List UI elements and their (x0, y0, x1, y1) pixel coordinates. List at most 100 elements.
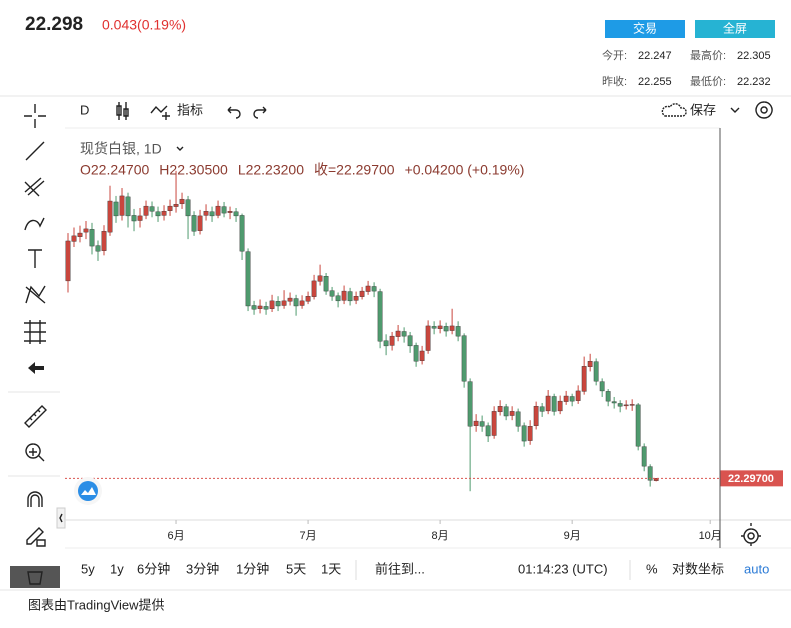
candle-body (407, 335, 413, 347)
candle-body (269, 300, 275, 309)
range[interactable]: 5y (81, 561, 95, 576)
indicator-icon[interactable] (150, 105, 170, 120)
candle-body (485, 425, 491, 437)
log-scale[interactable]: 对数坐标 (672, 561, 724, 576)
candle-body (599, 381, 605, 392)
prediction-tool[interactable] (24, 320, 46, 344)
cloud-icon[interactable] (661, 103, 687, 117)
interval[interactable]: D (80, 102, 89, 117)
candle-body (263, 306, 269, 310)
candle-body (173, 204, 179, 207)
stat-value: 22.247 (638, 50, 672, 62)
candle-body (89, 229, 95, 247)
candle-body (161, 211, 167, 216)
candle-body (533, 406, 539, 426)
scroll-tool-bg[interactable] (10, 566, 60, 588)
candle-body (593, 361, 599, 382)
range[interactable]: 1y (110, 561, 124, 576)
last-price-label: 22.29700 (728, 473, 774, 485)
x-tick-label: 6月 (167, 530, 184, 542)
candle-body (569, 396, 575, 402)
lock-tool[interactable] (26, 527, 46, 547)
candle-body (641, 446, 647, 467)
candle-body (347, 291, 353, 302)
text-tool[interactable] (28, 249, 42, 268)
crosshair-tool[interactable] (24, 104, 46, 128)
candle-body (245, 251, 251, 307)
candle-body (497, 406, 503, 413)
candle-body (479, 421, 485, 427)
candle-body (65, 240, 71, 282)
indicators[interactable]: 指标 (177, 102, 203, 117)
range[interactable]: 6分钟 (137, 561, 170, 576)
candle-body (389, 335, 395, 346)
trash-tool[interactable] (27, 571, 43, 585)
candle-body (83, 228, 89, 233)
save[interactable]: 保存 (690, 102, 716, 117)
title-menu[interactable] (176, 146, 184, 151)
candle-body (419, 350, 425, 361)
redo[interactable] (253, 106, 267, 119)
legend-item: H22.30500 (159, 162, 228, 178)
candle-body (275, 301, 281, 307)
scale-settings[interactable] (741, 523, 761, 546)
collapse-arrow[interactable] (59, 513, 63, 523)
fullscreen-button[interactable] (695, 20, 775, 38)
fullscreen-label[interactable]: 全屏 (723, 21, 747, 36)
zoom-tool[interactable] (25, 443, 45, 462)
candle-body (293, 298, 299, 307)
percent[interactable]: % (646, 561, 658, 576)
ruler-tool[interactable] (24, 405, 47, 428)
collapse-tab[interactable] (56, 507, 66, 529)
candle-body (131, 215, 137, 222)
trade-button[interactable] (605, 20, 685, 38)
x-tick-label: 8月 (432, 530, 449, 542)
candle-body (341, 290, 347, 301)
candle-body (545, 395, 551, 412)
range[interactable]: 5天 (286, 561, 306, 576)
candle-body (575, 390, 581, 401)
candle-body (227, 211, 233, 213)
stat-value: 22.232 (737, 76, 771, 88)
candle-body (509, 411, 515, 416)
line-tool[interactable] (25, 141, 45, 161)
undo[interactable] (227, 106, 241, 119)
brush-tool[interactable] (24, 217, 45, 231)
legend-item: O22.24700 (80, 162, 149, 178)
range[interactable]: 1天 (321, 561, 341, 576)
logo-mark (81, 487, 96, 495)
candle-body (155, 211, 161, 217)
settings[interactable] (755, 101, 773, 119)
range[interactable]: 1分钟 (236, 561, 269, 576)
candle-body (503, 406, 509, 417)
candle-body (653, 478, 659, 481)
chart-type[interactable] (116, 102, 129, 120)
trade-label[interactable]: 交易 (633, 21, 657, 36)
candle-body (197, 215, 203, 231)
fib-tool[interactable] (24, 177, 45, 197)
candle-body (611, 401, 617, 404)
back-tool[interactable] (28, 362, 44, 374)
candle-body (335, 295, 341, 302)
candle-body (191, 215, 197, 232)
candle-body (623, 404, 629, 407)
candle-body (167, 205, 173, 211)
goto[interactable]: 前往到... (375, 561, 425, 576)
save-menu[interactable] (730, 107, 740, 113)
auto-scale[interactable]: auto (744, 561, 769, 576)
candle-body (605, 391, 611, 402)
range[interactable]: 3分钟 (186, 561, 219, 576)
candle-body (443, 326, 449, 332)
candle-body (617, 403, 623, 407)
magnet-tool[interactable] (27, 491, 43, 507)
pattern-tool[interactable] (25, 285, 46, 304)
candle-body (521, 425, 527, 442)
left-toolbar (8, 104, 66, 588)
candle-body (185, 199, 191, 217)
candle-body (287, 297, 293, 302)
candle-body (71, 235, 77, 242)
candle-body (449, 325, 455, 331)
candle-body (629, 404, 635, 406)
candle-body (647, 466, 653, 481)
